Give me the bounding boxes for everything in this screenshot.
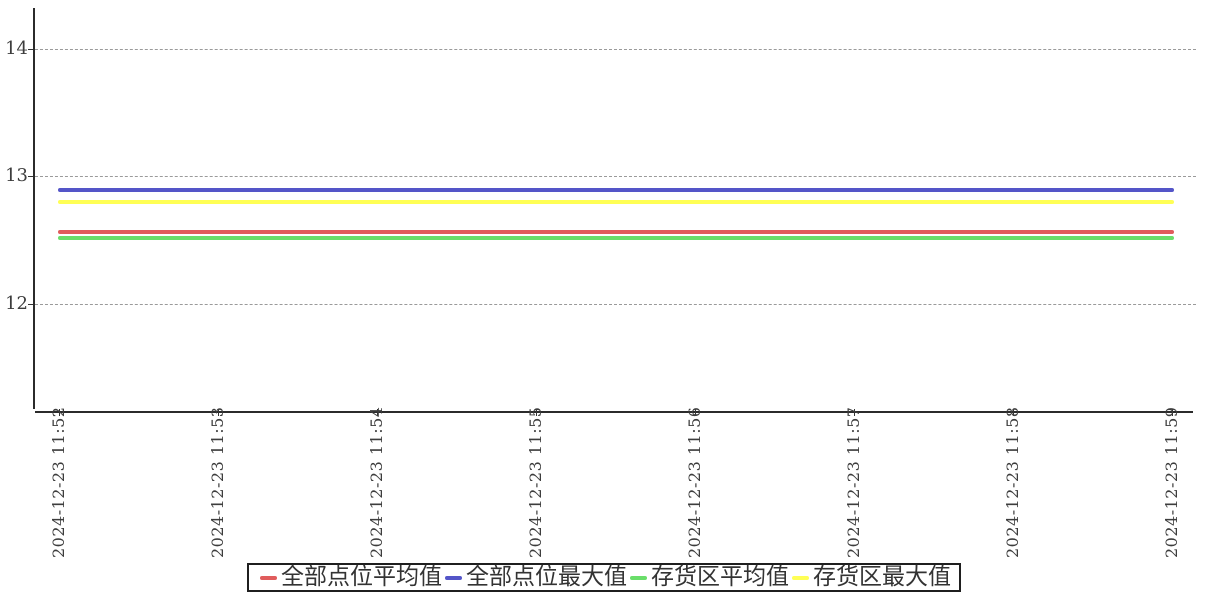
chart-legend: 全部点位平均值 全部点位最大值 存货区平均值 存货区最大值 (247, 563, 961, 592)
legend-item: 存货区最大值 (789, 565, 951, 590)
series-line-4 (58, 199, 1174, 204)
y-tick-label: 14 (5, 38, 28, 59)
y-axis (33, 8, 35, 409)
x-tick (1013, 409, 1014, 416)
series-line-3 (58, 235, 1174, 240)
x-tick (536, 409, 537, 416)
x-tick (59, 409, 60, 416)
x-tick (1172, 409, 1173, 416)
legend-item: 存货区平均值 (627, 565, 789, 590)
y-gridline (35, 304, 1196, 305)
x-tick (854, 409, 855, 416)
x-tick-label: 2024-12-23 11:55 (526, 406, 545, 558)
legend-label: 存货区最大值 (813, 564, 951, 590)
x-tick-label: 2024-12-23 11:58 (1003, 406, 1022, 558)
legend-line-swatch (792, 575, 809, 580)
y-tick (28, 176, 33, 177)
legend-label: 全部点位平均值 (281, 564, 442, 590)
legend-item: 全部点位最大值 (442, 565, 627, 590)
y-tick-label: 13 (5, 165, 28, 186)
x-tick-label: 2024-12-23 11:52 (49, 406, 68, 558)
x-tick-label: 2024-12-23 11:54 (367, 406, 386, 558)
legend-item: 全部点位平均值 (257, 565, 442, 590)
x-tick-label: 2024-12-23 11:57 (844, 406, 863, 558)
y-gridline (35, 176, 1196, 177)
x-tick (218, 409, 219, 416)
series-line-1 (58, 230, 1174, 235)
legend-line-swatch (445, 575, 462, 580)
legend-line-swatch (630, 575, 647, 580)
y-tick-label: 12 (5, 293, 28, 314)
legend-line-swatch (260, 575, 277, 580)
x-tick-label: 2024-12-23 11:59 (1162, 406, 1181, 558)
series-line-2 (58, 188, 1174, 193)
legend-label: 全部点位最大值 (466, 564, 627, 590)
x-tick (695, 409, 696, 416)
legend-label: 存货区平均值 (651, 564, 789, 590)
x-tick (377, 409, 378, 416)
y-tick (28, 49, 33, 50)
y-tick (28, 304, 33, 305)
x-tick-label: 2024-12-23 11:53 (208, 406, 227, 558)
y-gridline (35, 49, 1196, 50)
x-tick-label: 2024-12-23 11:56 (685, 406, 704, 558)
x-axis (35, 411, 1193, 413)
